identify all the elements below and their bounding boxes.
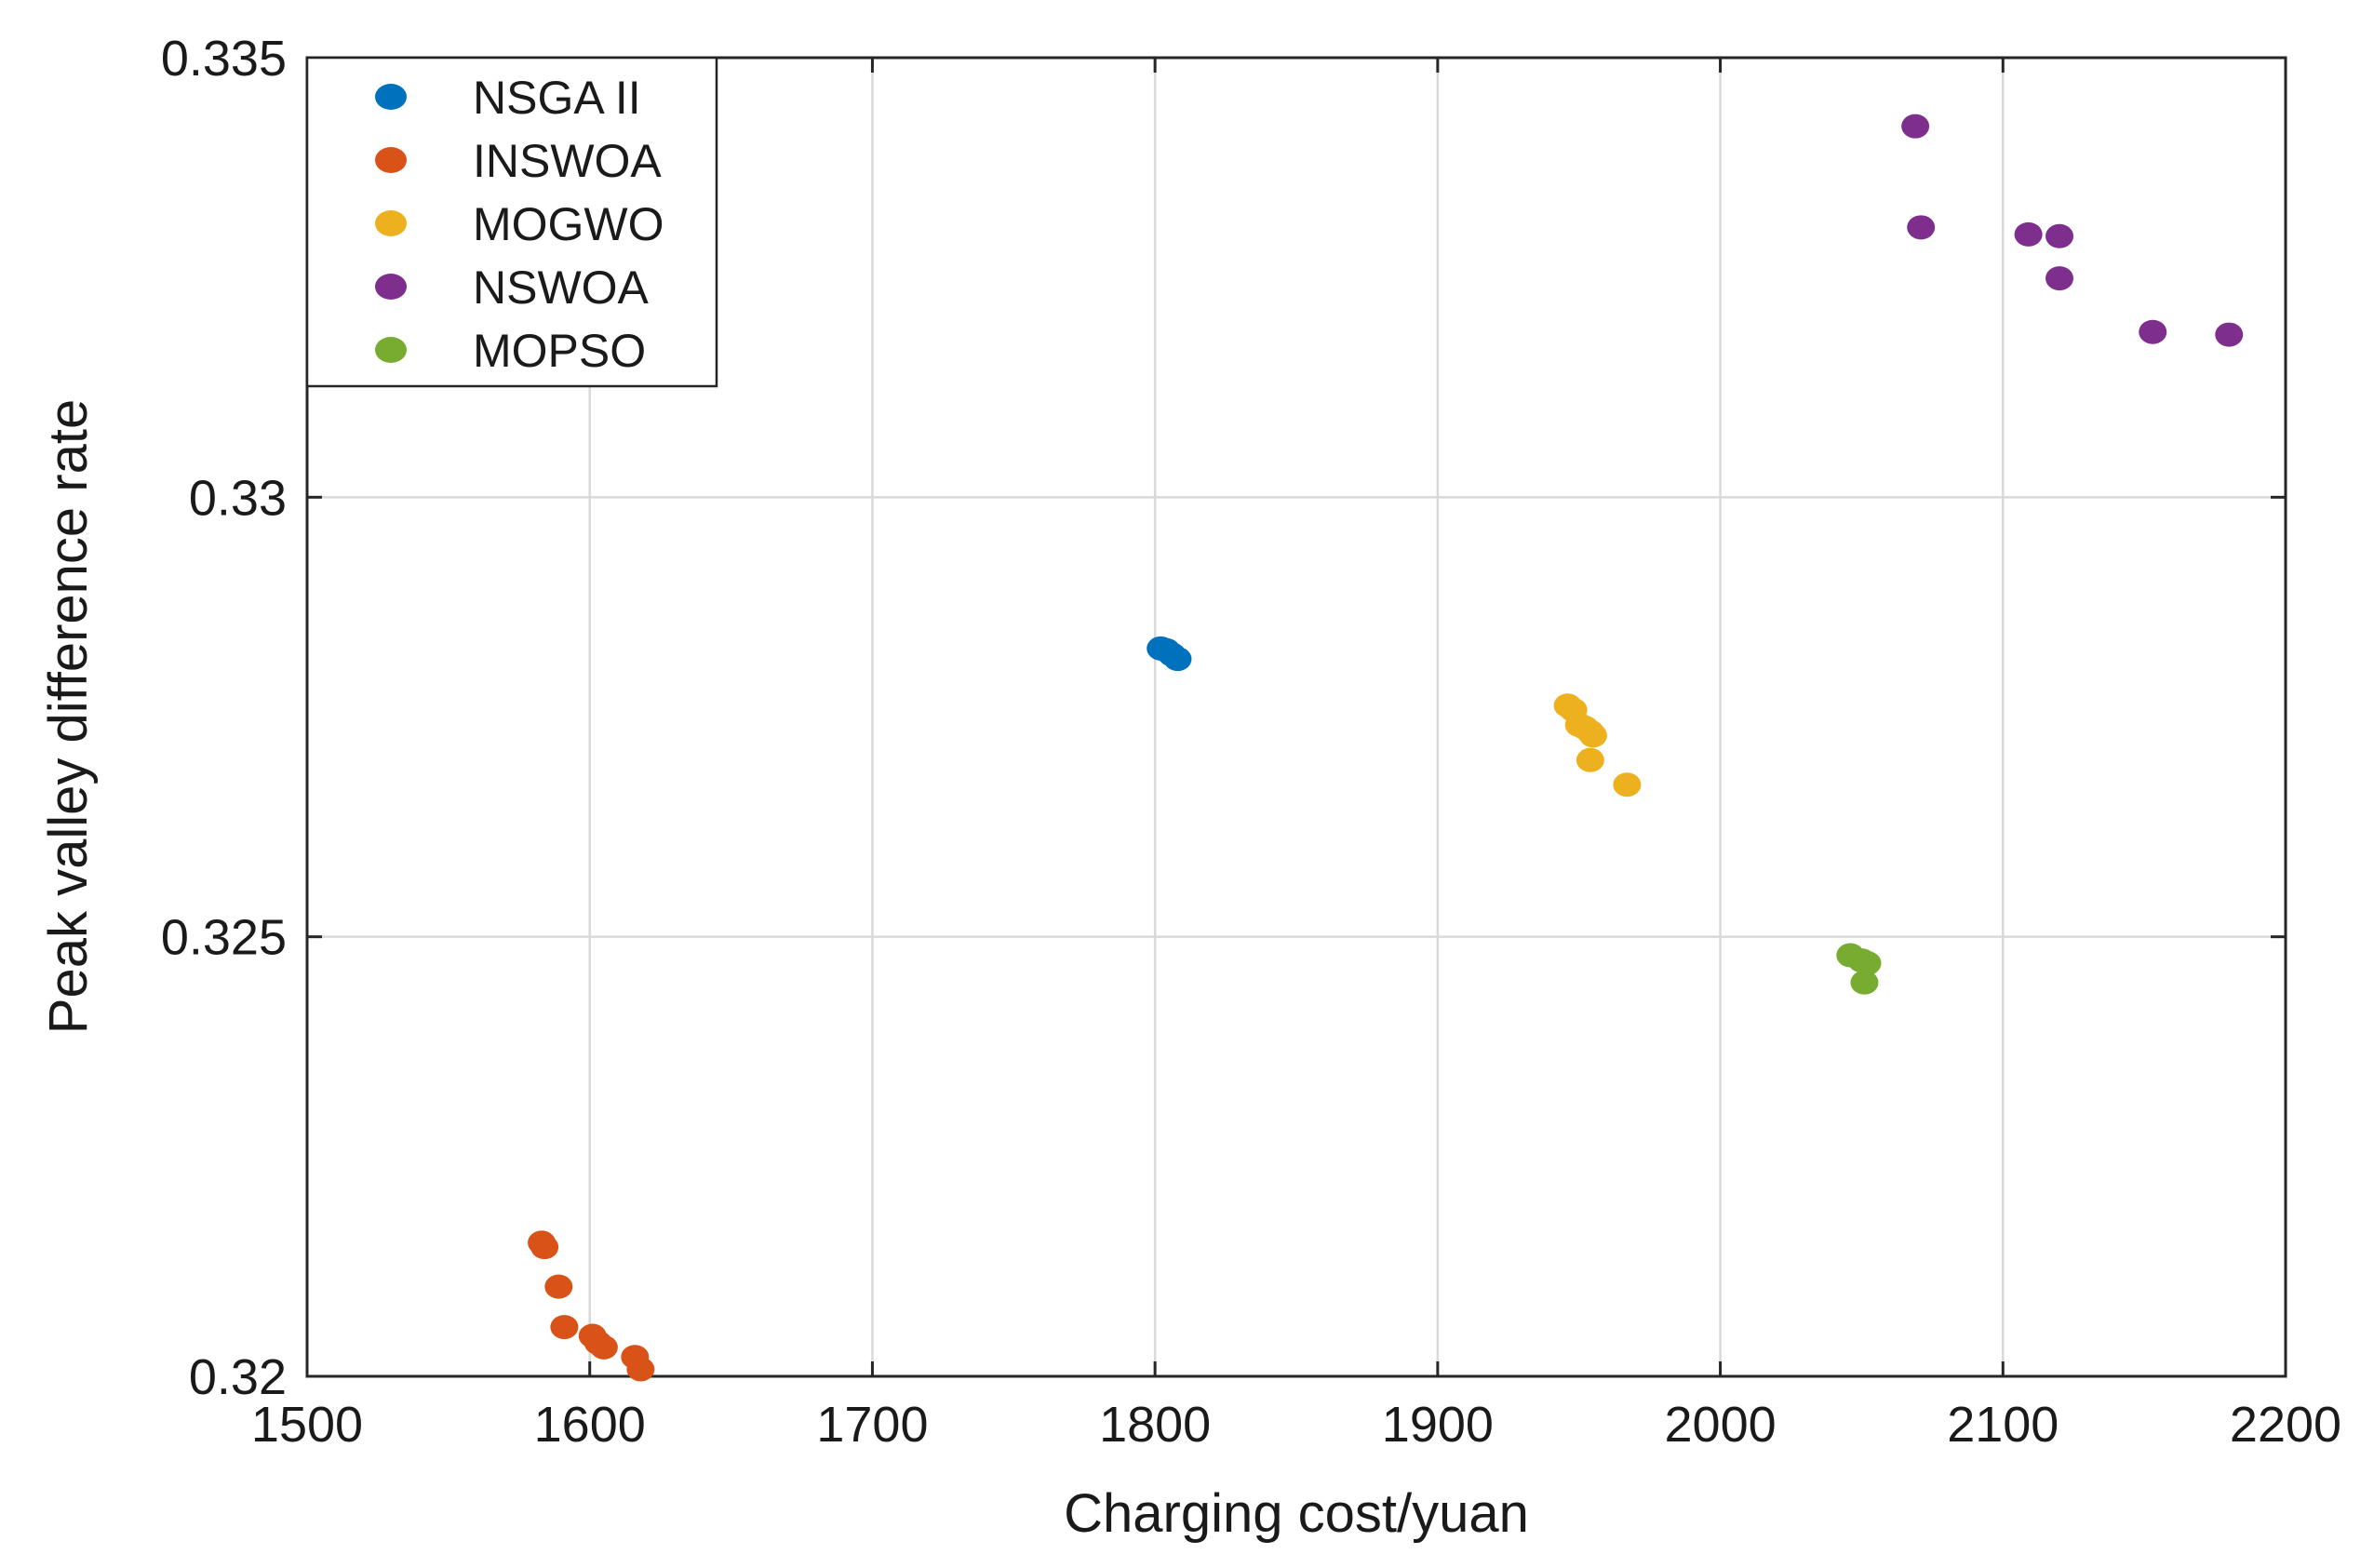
- data-point: [2045, 266, 2074, 291]
- x-tick-label: 1500: [251, 1397, 363, 1453]
- legend-label: NSWOA: [473, 261, 650, 314]
- legend-marker: [375, 210, 407, 236]
- data-point: [2215, 322, 2244, 347]
- legend-marker: [375, 337, 407, 363]
- x-tick-label: 2200: [2230, 1397, 2341, 1453]
- series-nsga-ii: [1147, 636, 1192, 672]
- data-point: [1613, 772, 1642, 797]
- x-axis-label: Charging cost/yuan: [1064, 1483, 1529, 1544]
- data-point: [589, 1334, 618, 1360]
- series-mogwo: [1553, 693, 1642, 797]
- data-point: [1907, 215, 1936, 240]
- data-point: [626, 1357, 655, 1382]
- legend-label: MOGWO: [473, 198, 664, 250]
- data-point: [544, 1274, 573, 1299]
- data-point: [1853, 951, 1882, 976]
- data-point: [2139, 319, 2167, 344]
- legend-marker: [375, 84, 407, 110]
- x-tick-label: 1900: [1382, 1397, 1494, 1453]
- data-point: [2045, 223, 2074, 248]
- x-tick-label: 1600: [534, 1397, 646, 1453]
- data-point: [1901, 114, 1930, 139]
- legend-marker: [375, 274, 407, 300]
- legend: NSGA II INSWOA MOGWO NSWOA MOPSO: [305, 56, 718, 388]
- legend-marker: [375, 147, 407, 173]
- axis-ticks: 1500 1600 1700 1800 1900 2000 2100 2200 0.32 0.32…: [161, 31, 2341, 1453]
- y-tick-label: 0.32: [189, 1349, 287, 1405]
- data-point: [530, 1235, 559, 1260]
- data-point: [2014, 221, 2043, 247]
- x-tick-label: 2100: [1947, 1397, 2059, 1453]
- plot-area: [305, 56, 2287, 1378]
- y-axis-label: Peak valley difference rate: [38, 399, 99, 1034]
- y-tick-label: 0.325: [161, 910, 287, 966]
- data-point: [550, 1315, 579, 1340]
- y-tick-label: 0.335: [161, 31, 287, 87]
- x-tick-label: 1700: [816, 1397, 928, 1453]
- data-point: [1578, 723, 1607, 748]
- legend-label: INSWOA: [473, 135, 662, 187]
- data-point: [1576, 747, 1604, 772]
- legend-label: NSGA II: [473, 72, 641, 124]
- data-points: [528, 114, 2244, 1382]
- x-tick-label: 2000: [1665, 1397, 1777, 1453]
- series-mopso: [1836, 943, 1882, 995]
- y-tick-label: 0.33: [189, 470, 287, 526]
- series-inswoa: [528, 1230, 655, 1382]
- data-point: [1163, 647, 1192, 672]
- legend-label: MOPSO: [473, 325, 646, 377]
- series-nswoa: [1901, 114, 2244, 347]
- data-point: [1850, 970, 1879, 995]
- x-tick-label: 1800: [1099, 1397, 1211, 1453]
- grid-lines: [307, 58, 2286, 1376]
